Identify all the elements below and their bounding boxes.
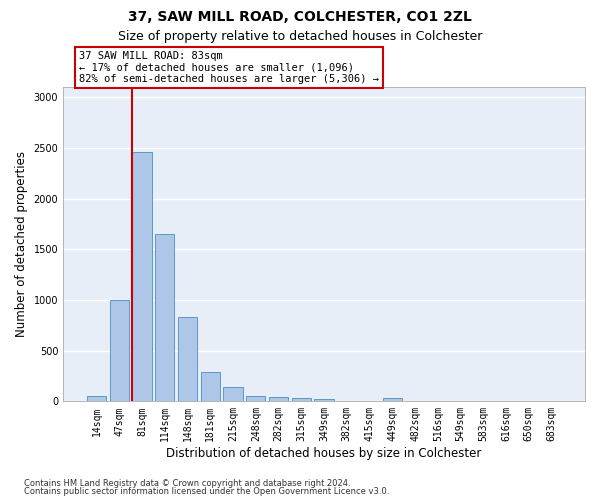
Bar bbox=[406, 401, 425, 402]
Text: 37, SAW MILL ROAD, COLCHESTER, CO1 2ZL: 37, SAW MILL ROAD, COLCHESTER, CO1 2ZL bbox=[128, 10, 472, 24]
Bar bbox=[314, 400, 334, 402]
Bar bbox=[155, 234, 175, 402]
Bar bbox=[178, 317, 197, 402]
Bar bbox=[292, 398, 311, 402]
Bar bbox=[223, 386, 243, 402]
Bar bbox=[246, 396, 265, 402]
Bar bbox=[337, 401, 356, 402]
Text: Size of property relative to detached houses in Colchester: Size of property relative to detached ho… bbox=[118, 30, 482, 43]
Text: Contains HM Land Registry data © Crown copyright and database right 2024.: Contains HM Land Registry data © Crown c… bbox=[24, 478, 350, 488]
Text: 37 SAW MILL ROAD: 83sqm
← 17% of detached houses are smaller (1,096)
82% of semi: 37 SAW MILL ROAD: 83sqm ← 17% of detache… bbox=[79, 50, 379, 84]
X-axis label: Distribution of detached houses by size in Colchester: Distribution of detached houses by size … bbox=[166, 447, 482, 460]
Bar bbox=[87, 396, 106, 402]
Text: Contains public sector information licensed under the Open Government Licence v3: Contains public sector information licen… bbox=[24, 487, 389, 496]
Bar bbox=[269, 397, 288, 402]
Y-axis label: Number of detached properties: Number of detached properties bbox=[15, 151, 28, 337]
Bar bbox=[110, 300, 129, 402]
Bar bbox=[133, 152, 152, 402]
Bar bbox=[383, 398, 402, 402]
Bar bbox=[200, 372, 220, 402]
